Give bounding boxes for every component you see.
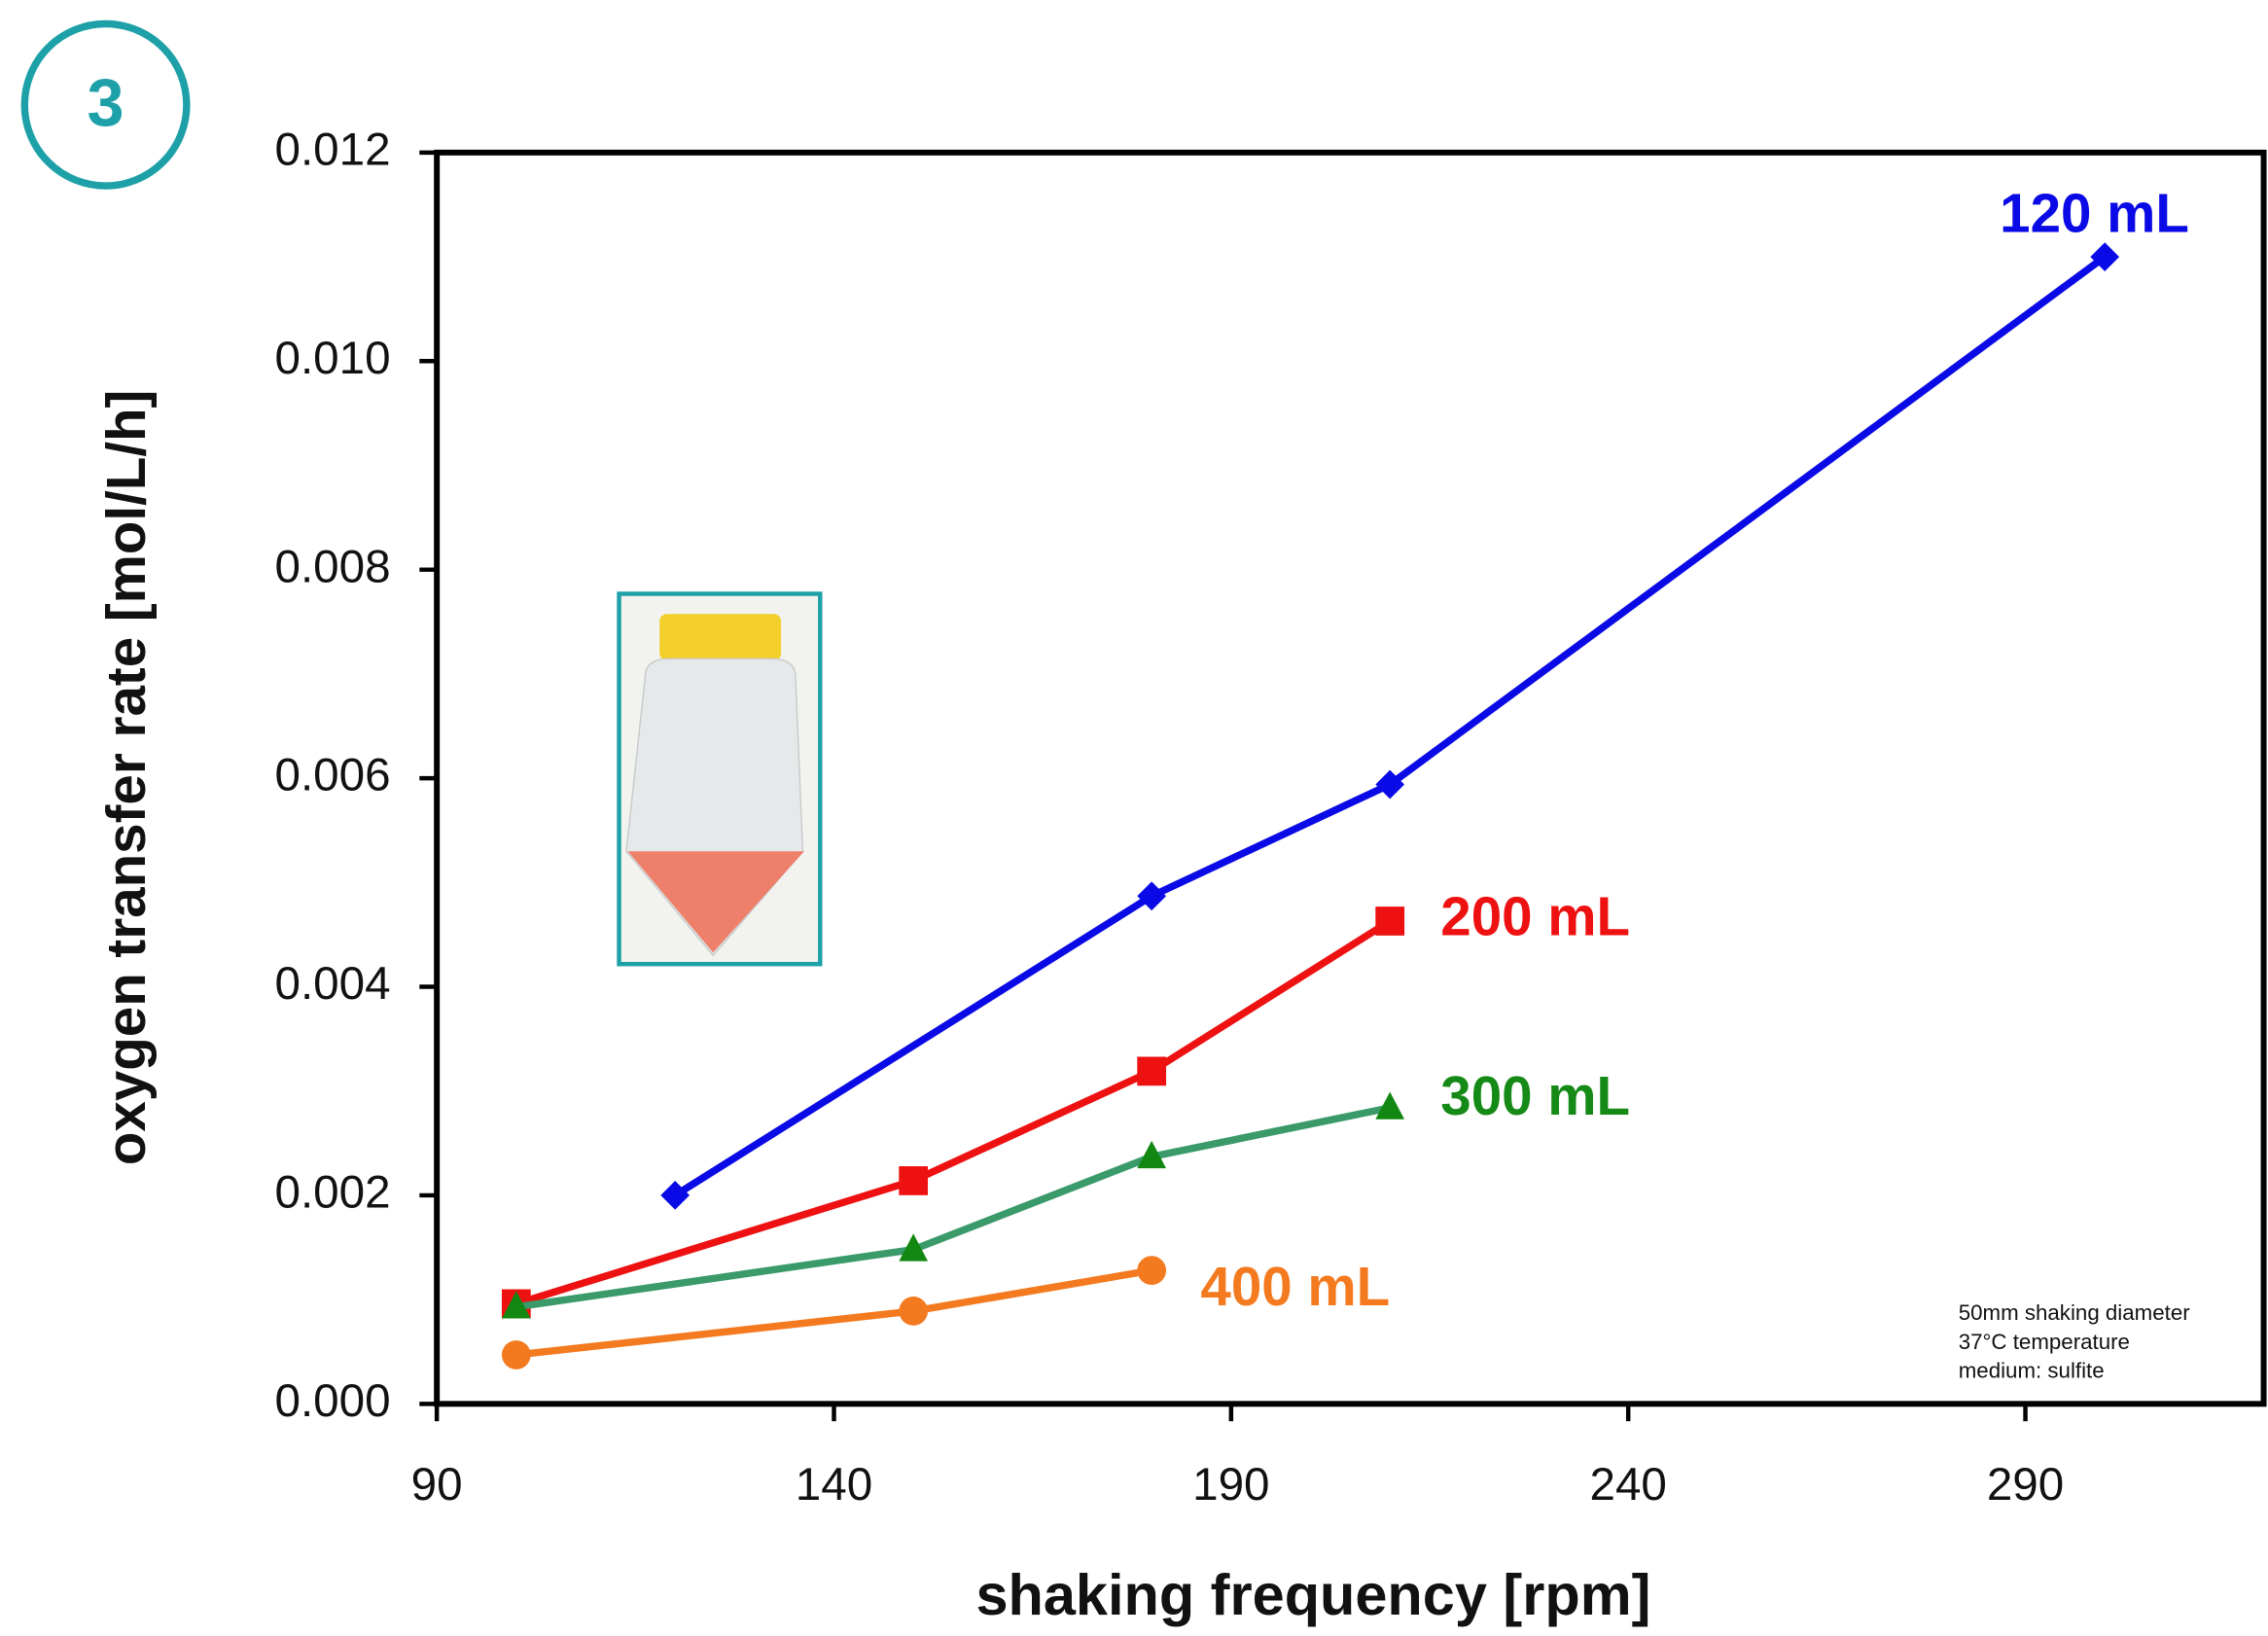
- x-tick-label: 240: [1589, 1459, 1666, 1511]
- marker: [1137, 1140, 1167, 1169]
- x-axis-label: shaking frequency [rpm]: [975, 1562, 1650, 1627]
- y-tick-label: 0.004: [274, 958, 390, 1010]
- marker: [1375, 907, 1405, 936]
- marker: [2090, 242, 2120, 271]
- marker: [660, 1181, 691, 1210]
- series-line: [515, 1104, 1391, 1311]
- marker: [1375, 1091, 1405, 1120]
- y-tick-label: 0.010: [274, 333, 390, 384]
- note: 37°C temperature: [1959, 1330, 2130, 1354]
- y-tick-label: 0.006: [274, 750, 390, 801]
- series-line: [673, 254, 2108, 1199]
- panel-label: 3: [88, 66, 124, 140]
- marker: [1137, 1056, 1167, 1086]
- y-tick-label: 0.012: [274, 124, 390, 175]
- series-line: [515, 1266, 1152, 1359]
- y-tick-label: 0.002: [274, 1167, 390, 1219]
- marker: [1137, 1256, 1167, 1285]
- series-label: 300 mL: [1440, 1065, 1630, 1126]
- marker: [501, 1291, 531, 1319]
- marker: [899, 1297, 929, 1326]
- x-tick-label: 90: [411, 1459, 463, 1511]
- marker: [501, 1340, 531, 1369]
- marker: [1137, 881, 1167, 911]
- panel-badge: [20, 19, 191, 190]
- series-label: 200 mL: [1440, 886, 1630, 947]
- series-label: 400 mL: [1200, 1256, 1390, 1317]
- note: 50mm shaking diameter: [1959, 1300, 2191, 1325]
- flask-liquid: [627, 851, 804, 953]
- x-tick-label: 190: [1192, 1459, 1269, 1511]
- marker: [899, 1166, 929, 1195]
- x-tick-label: 290: [1987, 1459, 2064, 1511]
- series-line: [514, 917, 1393, 1307]
- y-tick-label: 0.008: [274, 541, 390, 592]
- y-axis-label: oxygen transfer rate [mol/L/h]: [95, 390, 157, 1165]
- flask-cap: [659, 614, 782, 660]
- series-label: 120 mL: [2000, 183, 2189, 244]
- x-tick-label: 140: [796, 1459, 872, 1511]
- y-tick-label: 0.000: [274, 1375, 390, 1427]
- flask-photo: [617, 591, 823, 967]
- marker: [899, 1233, 929, 1262]
- note: medium: sulfite: [1959, 1359, 2105, 1383]
